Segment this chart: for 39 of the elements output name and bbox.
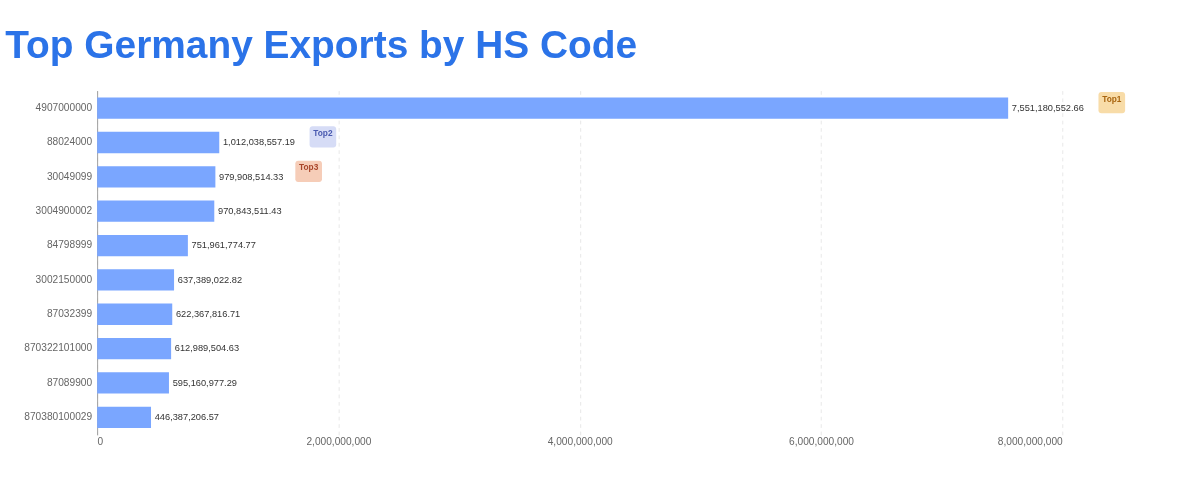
data-label: 612,989,504.63 [174,343,240,354]
y-tick-label: 870322101000 [24,342,93,354]
x-tick-label: 2,000,000,000 [306,436,372,448]
x-tick-label: 4,000,000,000 [547,436,614,448]
data-label: 751,961,774.77 [191,240,256,251]
data-label: 446,387,206.57 [154,412,220,423]
y-tick-label: 4907000000 [35,101,93,113]
bar [97,303,173,325]
data-label: 622,367,816.71 [175,309,241,320]
y-tick-label: 30049099 [46,170,93,182]
bar [97,269,175,291]
chart-title: Top Germany Exports by HS Code [5,23,638,67]
data-label: 979,908,514.33 [219,171,284,182]
y-tick-label: 88024000 [46,136,93,148]
x-tick-label: 6,000,000,000 [789,436,855,448]
annotation: Top2 [313,128,333,139]
data-label: 637,389,022.82 [177,274,243,285]
data-label: 970,843,511.43 [217,205,282,216]
x-tick-label: 8,000,000,000 [997,436,1064,448]
data-label: 595,160,977.29 [172,377,237,388]
y-tick-label: 87089900 [46,376,93,388]
bar [97,234,188,257]
y-tick-label: 87032399 [46,308,93,320]
bar [97,406,152,428]
bar [97,372,169,394]
annotation: Top3 [299,162,319,173]
x-tick-label: 0 [97,436,104,448]
y-tick-label: 3004900002 [35,204,93,216]
y-tick-label: 870380100029 [24,411,93,423]
bar [97,131,220,154]
text: Top1 [1102,93,1122,104]
bar [97,200,215,222]
y-tick-label: 84798999 [46,239,93,251]
data-label: 7,551,180,552.66 [1011,102,1084,113]
bar [97,337,172,360]
y-tick-label: 3002150000 [35,273,93,285]
bar [97,166,216,188]
data-label: 1,012,038,557.19 [222,137,295,148]
bar [97,97,1009,119]
